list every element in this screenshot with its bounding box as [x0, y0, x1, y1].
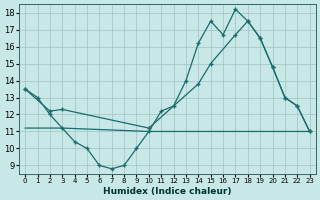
X-axis label: Humidex (Indice chaleur): Humidex (Indice chaleur)	[103, 187, 232, 196]
